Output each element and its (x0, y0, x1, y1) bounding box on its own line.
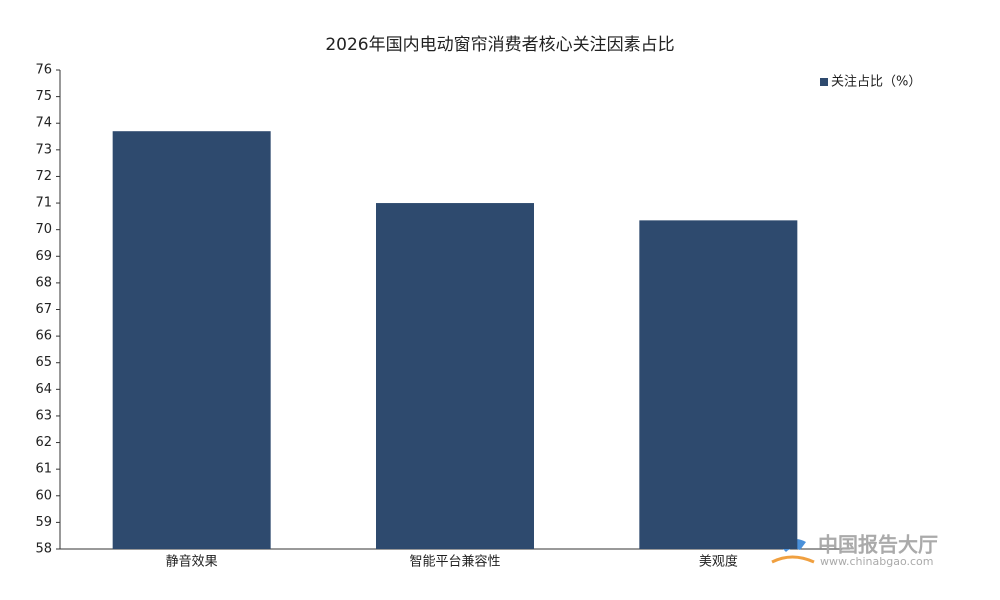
y-tick-label: 68 (35, 275, 52, 290)
y-tick-label: 59 (35, 515, 52, 530)
y-tick-label: 69 (35, 249, 52, 264)
watermark-url: www.chinabgao.com (820, 555, 934, 568)
x-tick-label: 美观度 (699, 554, 738, 570)
y-tick-label: 70 (35, 222, 52, 237)
y-tick-label: 72 (35, 169, 52, 184)
legend-swatch (820, 78, 828, 86)
watermark-name: 中国报告大厅 (818, 533, 938, 557)
y-tick-label: 75 (35, 89, 52, 104)
bar (639, 220, 798, 549)
y-tick-label: 73 (35, 142, 52, 157)
y-tick-label: 76 (35, 63, 52, 78)
legend-label: 关注占比（%） (831, 75, 921, 90)
y-tick-label: 58 (35, 542, 52, 557)
y-tick-label: 66 (35, 329, 52, 344)
y-tick-label: 74 (35, 116, 52, 131)
y-tick-label: 60 (35, 488, 52, 503)
logo-swoosh (771, 555, 815, 564)
chart-title: 2026年国内电动窗帘消费者核心关注因素占比 (325, 35, 674, 55)
y-tick-label: 61 (35, 462, 52, 477)
bar (376, 203, 534, 550)
y-tick-label: 71 (35, 196, 52, 211)
x-tick-label: 智能平台兼容性 (409, 554, 500, 570)
y-tick-label: 65 (35, 355, 52, 370)
x-tick-label: 静音效果 (166, 554, 218, 570)
y-tick-label: 64 (35, 382, 52, 397)
y-tick-label: 63 (35, 408, 52, 423)
watermark: 中国报告大厅 www.chinabgao.com (771, 533, 938, 568)
y-tick-label: 67 (35, 302, 52, 317)
y-tick-label: 62 (35, 435, 52, 450)
bar (112, 131, 271, 549)
